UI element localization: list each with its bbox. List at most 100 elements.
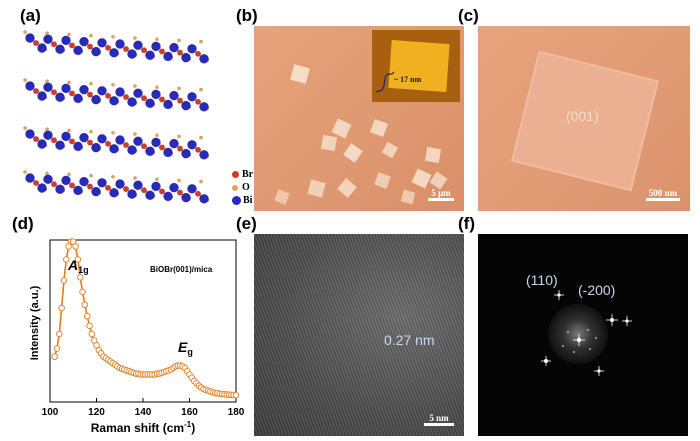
- bi-atom: [151, 137, 161, 148]
- x-axis-label: Raman shift (cm-1): [91, 420, 195, 435]
- bi-atom: [73, 185, 83, 196]
- br-atom: [158, 188, 165, 195]
- bi-atom: [73, 45, 83, 56]
- bi-atom: [37, 183, 47, 193]
- br-atom: [69, 90, 76, 97]
- o-atom: [67, 128, 71, 133]
- br-atom: [140, 143, 147, 150]
- o-atom: [155, 133, 159, 137]
- data-point: [232, 391, 240, 399]
- afm-height-label: ~ 17 nm: [394, 75, 422, 84]
- bi-atom: [115, 179, 125, 189]
- bi-atom: [127, 145, 137, 155]
- br-atom: [104, 92, 111, 99]
- bi-atom: [43, 34, 53, 44]
- sample-annotation: BiOBr(001)/mica: [150, 265, 213, 274]
- br-atom: [86, 139, 93, 146]
- bi-atom: [97, 86, 107, 96]
- bi-atom: [109, 96, 119, 106]
- flake: [429, 171, 448, 190]
- bi-atom: [127, 49, 137, 59]
- br-atom: [176, 97, 183, 104]
- flake: [307, 179, 326, 198]
- br-atom: [69, 138, 76, 145]
- o-atom: [23, 78, 27, 82]
- br-atom: [104, 140, 111, 147]
- bi-atom: [145, 98, 155, 108]
- flake: [337, 178, 357, 198]
- bi-atom: [163, 191, 173, 202]
- br-atom: [33, 39, 40, 46]
- br-atom: [176, 189, 183, 196]
- bi-atom: [151, 41, 161, 52]
- bi-atom: [97, 134, 107, 144]
- legend-bi: Bi: [232, 194, 262, 207]
- legend-o: O: [232, 181, 262, 194]
- panel-label-b: (b): [236, 6, 258, 25]
- crystal-layers: [23, 30, 210, 204]
- flake: [290, 64, 310, 84]
- o-atom: [199, 39, 203, 44]
- o-atom: [155, 177, 159, 181]
- bi-atom: [37, 139, 47, 149]
- bi-atom: [145, 190, 155, 200]
- scale-bar-b-label: 5 μm: [431, 188, 451, 198]
- flake: [374, 172, 391, 189]
- o-atom: [111, 35, 115, 39]
- bi-atom: [91, 142, 101, 153]
- o-atom: [89, 33, 93, 38]
- bi-atom: [25, 33, 35, 43]
- o-atom: [199, 135, 203, 140]
- bi-atom: [163, 51, 173, 62]
- bi-atom: [199, 53, 209, 64]
- scale-bar-c-label: 500 nm: [648, 188, 678, 198]
- fft-center-glow: [548, 304, 608, 364]
- br-atom: [158, 48, 165, 55]
- o-atom: [133, 84, 137, 88]
- br-atom-icon: [232, 171, 239, 178]
- bi-atom: [169, 42, 179, 53]
- flake: [370, 119, 388, 137]
- br-atom: [104, 184, 111, 191]
- legend-br-label: Br: [242, 169, 254, 180]
- data-point: [76, 274, 84, 281]
- peak-eg-name: E: [178, 339, 188, 355]
- br-atom: [194, 190, 201, 197]
- bi-atom: [169, 182, 179, 193]
- o-atom: [23, 126, 27, 130]
- bi-atom: [151, 181, 161, 192]
- peak-a1g-sub: 1g: [78, 265, 89, 275]
- bi-atom: [109, 187, 119, 198]
- o-atom: [111, 131, 115, 135]
- o-atom: [45, 127, 49, 131]
- o-atom: [111, 174, 115, 179]
- br-atom: [33, 179, 40, 186]
- bi-atom: [43, 174, 53, 184]
- br-atom: [51, 89, 58, 96]
- bi-atom: [199, 150, 209, 160]
- fft-image: (110) (-200): [478, 234, 688, 436]
- peak-label-a1g: A1g: [67, 257, 89, 275]
- peak-a1g-name: A: [67, 257, 78, 273]
- bi-atom: [115, 39, 125, 49]
- afm-inset: ~ 17 nm: [372, 30, 460, 102]
- series-group: [51, 238, 240, 399]
- bi-atom: [181, 192, 191, 203]
- bi-atom: [145, 50, 155, 61]
- o-atom: [177, 86, 181, 91]
- br-atom: [158, 144, 165, 151]
- optical-image-b: ~ 17 nm 5 μm: [254, 26, 464, 211]
- data-point: [58, 304, 65, 312]
- o-atom-icon: [232, 184, 238, 191]
- bi-atom: [163, 147, 173, 158]
- x-tick-label: 140: [135, 407, 152, 418]
- bi-atom: [55, 44, 65, 55]
- bi-atom: [91, 186, 101, 197]
- flake: [274, 189, 290, 205]
- br-atom: [194, 98, 201, 105]
- fft-spot-label-200: (-200): [578, 282, 616, 298]
- bi-atom: [79, 132, 89, 143]
- br-atom: [104, 44, 111, 51]
- bi-atom: [133, 88, 143, 98]
- o-atom: [177, 178, 181, 183]
